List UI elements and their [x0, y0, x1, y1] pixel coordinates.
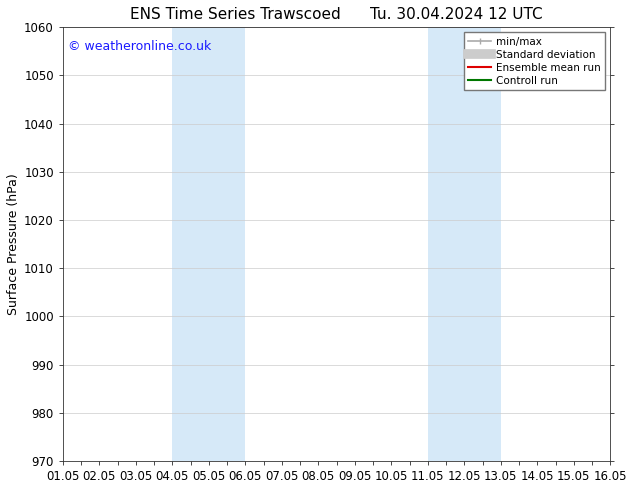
Y-axis label: Surface Pressure (hPa): Surface Pressure (hPa): [7, 173, 20, 315]
Title: ENS Time Series Trawscoed      Tu. 30.04.2024 12 UTC: ENS Time Series Trawscoed Tu. 30.04.2024…: [130, 7, 543, 22]
Bar: [172, 27, 245, 461]
Bar: [428, 27, 501, 461]
Text: © weatheronline.co.uk: © weatheronline.co.uk: [68, 40, 212, 53]
Legend: min/max, Standard deviation, Ensemble mean run, Controll run: min/max, Standard deviation, Ensemble me…: [464, 32, 605, 90]
